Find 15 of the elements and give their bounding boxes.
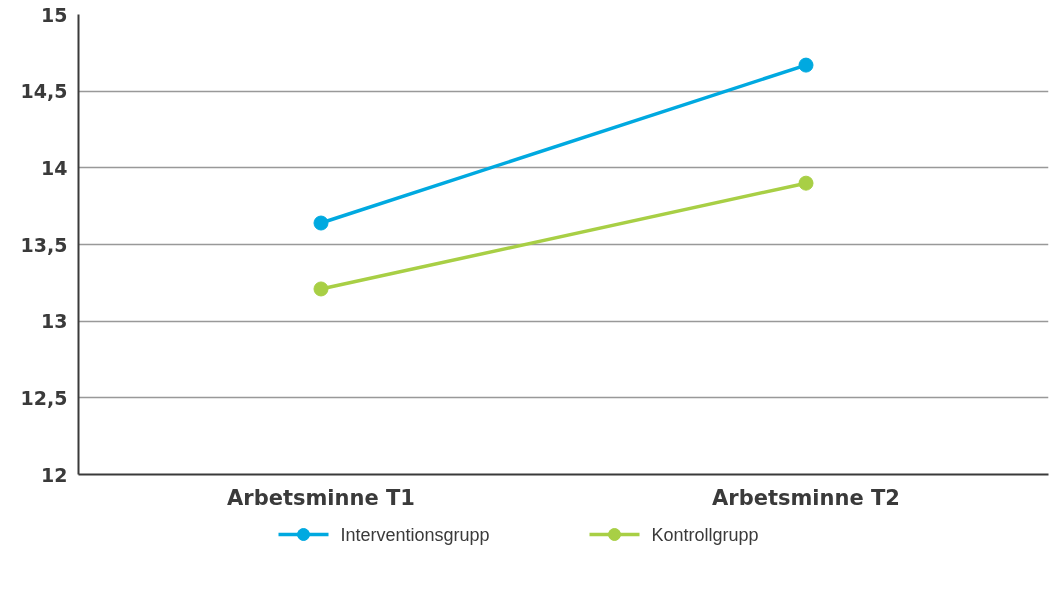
point [313,215,329,231]
y-tick-label: 12 [41,463,68,486]
y-tick-label: 13 [41,310,68,333]
point [798,57,814,73]
x-tick-label: Arbetsminne T1 [227,485,415,510]
y-tick-label: 14,5 [20,80,68,103]
y-tick-label: 12,5 [20,386,68,409]
legend-label: Kontrollgrupp [651,524,759,545]
point [313,281,329,297]
y-tick-label: 15 [41,3,68,26]
y-tick-label: 14 [41,156,68,179]
point [798,175,814,191]
legend-label: Interventionsgrupp [340,524,490,545]
x-tick-label: Arbetsminne T2 [712,485,900,510]
y-tick-label: 13,5 [20,233,68,256]
